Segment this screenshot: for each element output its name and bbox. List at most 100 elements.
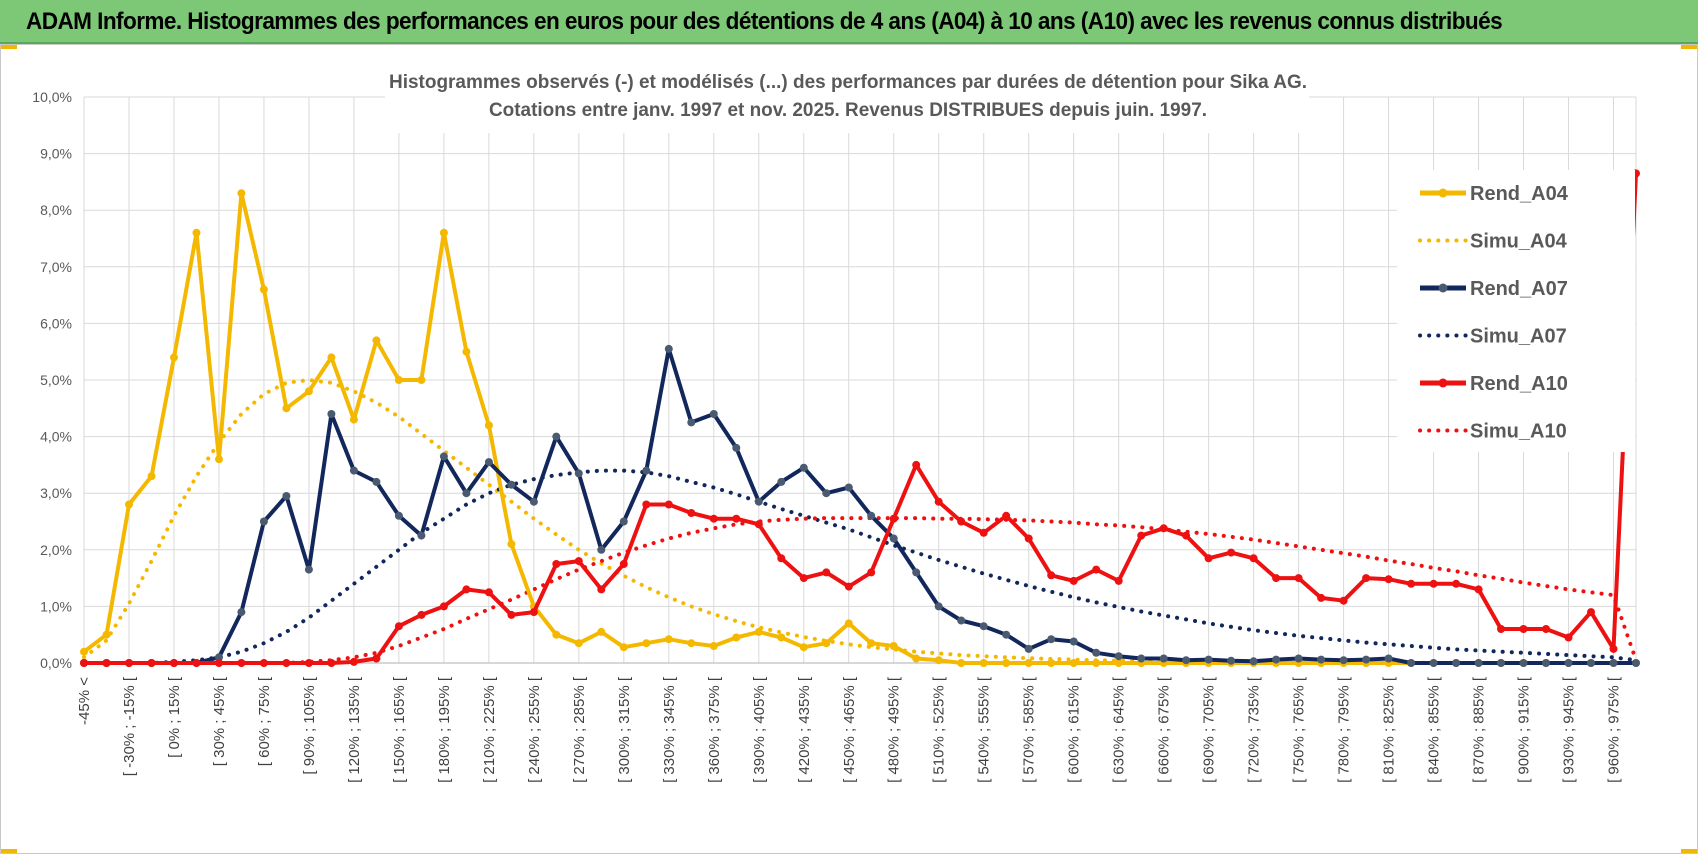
legend-label-simu-a07: Simu_A07 [1470,326,1567,348]
data-point [372,477,381,486]
data-point [957,616,966,625]
data-point [1294,574,1303,583]
data-point [1339,596,1348,605]
data-point [642,466,651,475]
data-point [1474,585,1483,594]
data-point [237,608,246,617]
data-point [529,608,538,617]
x-tick-label: [ 240% ; 255% [ [526,676,543,783]
data-point [597,585,606,594]
data-point [125,500,133,509]
data-point [799,574,808,583]
data-point [259,285,268,294]
data-point [1047,571,1056,580]
y-tick-label: 8,0% [40,202,72,218]
data-point [1114,576,1123,585]
data-point [1452,659,1461,667]
data-point [1114,652,1123,661]
data-point [1429,579,1438,588]
data-point [394,376,403,384]
data-point [574,639,583,648]
x-tick-label: [ 570% ; 585% [ [1021,676,1038,783]
data-point [687,418,696,427]
data-point [372,654,381,663]
data-point [957,659,966,667]
data-point [215,455,223,464]
x-tick-label: [ 510% ; 525% [ [931,676,948,783]
data-point [597,545,606,554]
data-point [484,421,493,430]
x-tick-label: [ 180% ; 195% [ [436,676,453,783]
y-tick-label: 2,0% [40,542,72,558]
legend-label-simu-a04: Simu_A04 [1470,231,1568,253]
data-point [237,189,246,198]
data-point [552,630,561,639]
data-point [1587,659,1595,667]
data-point [304,387,313,396]
data-point [462,347,471,356]
data-point [125,659,133,667]
y-tick-label: 10,0% [32,89,72,105]
x-tick-label: [ 30% ; 45% [ [211,676,228,766]
x-tick-label: [ 450% ; 465% [ [841,676,858,783]
data-point [1249,657,1258,666]
data-point [439,452,448,461]
data-point [1182,531,1191,540]
data-point [889,514,898,523]
data-point [1272,655,1281,664]
data-point [912,568,921,577]
banner-title: ADAM Informe. Histogrammes des performan… [26,8,1503,35]
data-point [1542,625,1550,633]
data-point [979,622,988,631]
data-point [1227,656,1236,665]
data-point [1069,659,1078,667]
data-point [439,228,448,237]
data-point [1542,659,1550,667]
x-tick-label: [ 870% ; 885% [ [1471,676,1488,783]
series-line-simu-a07 [82,468,1638,665]
data-point [709,642,718,650]
data-point [799,463,808,472]
x-tick-label: [ 720% ; 735% [ [1246,676,1263,783]
data-point [1092,659,1101,667]
x-tick-label: -45% < [76,677,93,725]
data-point [822,568,831,577]
x-tick-label: [ 900% ; 915% [ [1516,676,1533,783]
data-point [484,588,493,597]
data-point [102,659,111,667]
x-tick-label: [ 630% ; 645% [ [1111,676,1128,783]
title-banner: ADAM Informe. Histogrammes des performan… [0,0,1698,44]
data-point [934,497,943,506]
data-point [147,472,156,481]
legend: Rend_A04 Simu_A04 Rend_A07 Simu_A07 Rend_A10… [1397,170,1635,452]
data-point [462,585,471,594]
data-point [417,376,426,384]
data-point [1519,625,1528,633]
data-point [1587,608,1595,617]
data-point [619,517,628,526]
y-tick-label: 1,0% [40,598,72,614]
data-point [80,647,88,656]
data-point [1204,554,1213,563]
legend-background [1397,170,1635,452]
data-point [642,500,651,509]
series-line-rend-a10 [84,173,1638,665]
data-point [979,659,988,667]
x-tick-label: [ 90% ; 105% [ [301,676,318,774]
data-point [1092,648,1101,657]
data-point [1047,659,1056,667]
data-point [844,619,853,628]
data-point [1384,654,1393,663]
data-point [732,443,741,452]
data-point [102,630,111,639]
chart-title-background [385,63,1309,133]
data-point [507,480,516,489]
data-point [1137,654,1146,663]
data-point [192,659,201,667]
data-point [1024,644,1033,653]
data-point [664,635,673,644]
data-point [1317,593,1326,602]
data-point [687,639,696,648]
data-point [934,602,943,611]
